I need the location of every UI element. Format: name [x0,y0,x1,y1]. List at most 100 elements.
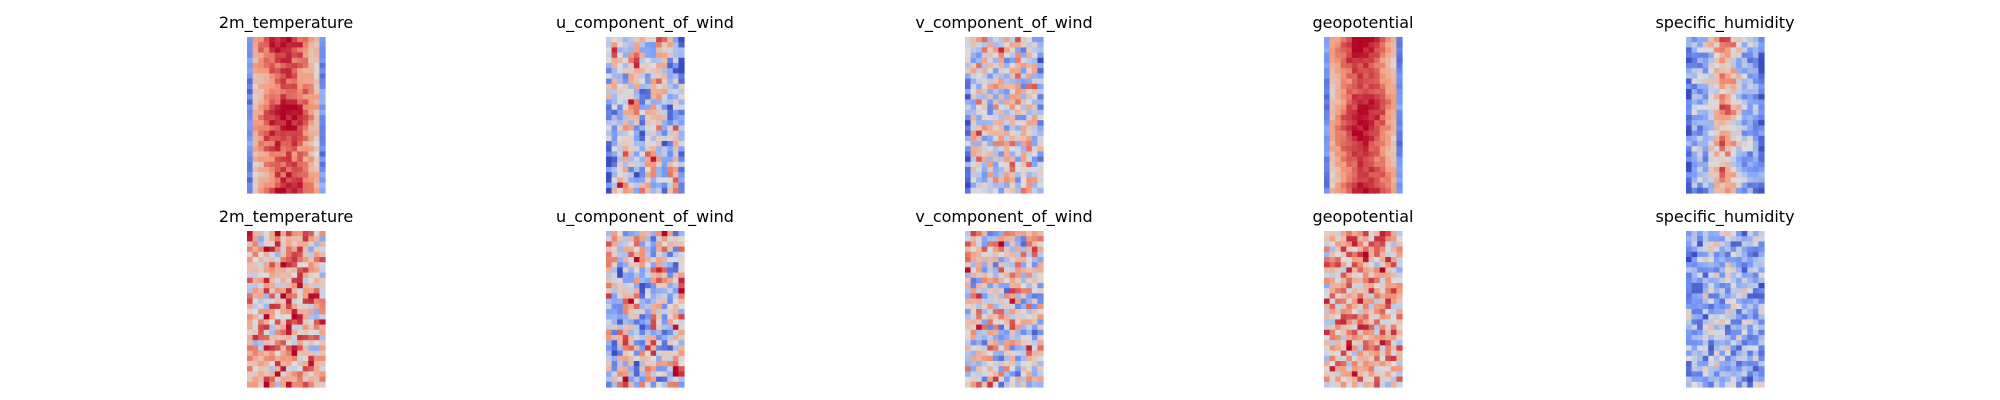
heatmap-cell [1037,130,1044,137]
heatmap-cell [1702,151,1709,158]
heatmap-cell [313,251,321,258]
heatmap-cell [313,130,321,137]
heatmap-cell [291,350,298,357]
heatmap-cell [998,361,1005,367]
heatmap-cell [606,236,613,242]
heatmap-cell [263,371,270,378]
heatmap-cell [1363,345,1370,352]
heatmap-cell [1368,241,1375,248]
heatmap-cell [297,355,304,362]
heatmap-cell [1020,340,1027,346]
heatmap-cell [1037,272,1044,279]
heatmap-cell [1725,109,1732,116]
heatmap-cell [992,187,1000,194]
heatmap-cell [1329,89,1336,95]
heatmap-cell [976,340,983,346]
heatmap-cell [981,151,988,158]
heatmap-cell [1374,52,1381,59]
heatmap-cell [1741,141,1748,147]
heatmap-cell [1009,319,1016,326]
heatmap-cell [258,361,265,367]
heatmap-cell [987,350,994,357]
heatmap-cell [987,156,994,163]
heatmap-cell [1037,109,1044,116]
heatmap-cell [319,329,326,336]
heatmap-cell [639,120,646,126]
heatmap-cell [606,293,613,300]
heatmap-cell [1346,376,1353,383]
heatmap-cell [1351,345,1359,352]
heatmap-cell [628,151,635,158]
heatmap-cell [313,381,321,388]
heatmap-cell [1026,340,1033,346]
heatmap-cell [1725,57,1732,64]
heatmap-cell [302,156,309,163]
heatmap-cell [313,115,321,121]
heatmap-cell [308,319,315,326]
heatmap-cell [1752,309,1760,315]
heatmap-cell [1385,283,1392,289]
heatmap-cell [319,130,326,137]
heatmap-cell [319,241,326,248]
heatmap-cell [252,293,259,300]
heatmap-cell [650,156,657,163]
heatmap-cell [645,109,652,116]
heatmap-cell [263,94,270,100]
heatmap-cell [1747,314,1754,320]
heatmap-cell [650,231,657,237]
heatmap-cell [1340,63,1347,69]
heatmap-cell [1719,309,1726,315]
heatmap-cell [1758,57,1765,64]
heatmap-cell [639,329,646,336]
heatmap-cell [628,94,635,100]
heatmap-cell [1691,309,1698,315]
heatmap-cell [639,293,646,300]
heatmap-cell [263,319,270,326]
heatmap-cell [650,241,657,248]
heatmap-cell [678,371,685,378]
heatmap-cell [661,236,668,242]
heatmap-cell [656,231,663,237]
heatmap-cell [313,63,321,69]
heatmap-cell [965,293,972,300]
heatmap-cell [678,104,685,111]
heatmap-cell [1758,257,1765,263]
heatmap-cell [1741,94,1748,100]
heatmap-cell [1719,355,1726,362]
heatmap-cell [291,251,298,258]
heatmap-cell [1009,109,1016,116]
heatmap-cell [1747,42,1754,48]
heatmap-cell [302,335,309,341]
heatmap-cell [1351,251,1359,258]
heatmap-cell [1747,63,1754,69]
heatmap-cell [628,57,635,64]
heatmap-cell [1357,324,1364,331]
heatmap-cell [1374,37,1381,43]
heatmap-cell [1736,167,1743,173]
heatmap-cell [297,303,304,310]
heatmap-cell [247,52,254,59]
heatmap-cell [1747,335,1754,341]
heatmap-cell [1357,283,1364,289]
heatmap-cell [1736,298,1743,305]
heatmap-cell [976,241,983,248]
heatmap-cell [661,267,668,274]
heatmap-cell [1725,267,1732,274]
heatmap-cell [1009,288,1016,294]
heatmap-cell [1758,381,1765,388]
heatmap-cell [308,288,315,294]
heatmap-cell [1351,231,1359,237]
heatmap-cell [1390,120,1398,126]
heatmap-cell [1719,109,1726,116]
heatmap-cell [667,135,674,142]
heatmap-cell [992,262,1000,268]
heatmap-cell [280,73,287,80]
heatmap-cell [286,68,293,74]
heatmap-cell [976,99,983,106]
heatmap-cell [1390,293,1398,300]
heatmap-cell [633,293,641,300]
heatmap-cell [639,141,646,147]
heatmap-cell [274,78,282,85]
heatmap-cell [628,47,635,54]
heatmap-cell [1385,83,1392,90]
